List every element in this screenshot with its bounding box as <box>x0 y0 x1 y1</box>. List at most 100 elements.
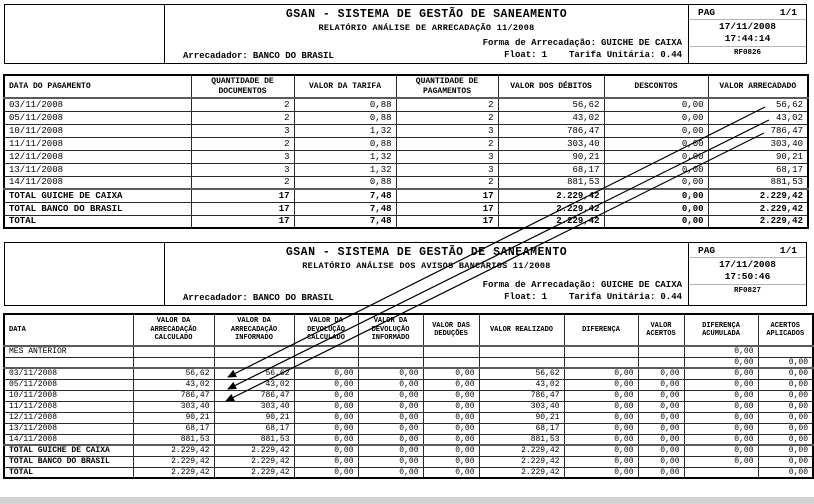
table-cell: 0,00 <box>357 389 424 402</box>
report1-page-box: PAG 1/1 17/11/2008 17:44:14 RF0826 <box>688 5 806 63</box>
table-cell: 1,32 <box>293 149 397 164</box>
table-cell: 17 <box>395 214 499 229</box>
table-cell: 0,00 <box>757 466 814 479</box>
table-row: 03/11/2008 2 0,88 2 56,62 0,00 56,62 <box>3 97 809 112</box>
table-cell: 881,53 <box>478 433 565 446</box>
table-cell: 2.229,42 <box>497 201 605 216</box>
table-cell: 0,00 <box>563 466 639 479</box>
table-cell: 05/11/2008 <box>3 378 134 391</box>
table-cell: 17 <box>190 214 295 229</box>
table-cell: 17 <box>190 188 295 203</box>
table-cell: 0,00 <box>357 400 424 413</box>
table-cell: 0,00 <box>422 411 480 424</box>
report2-pag-row: PAG 1/1 <box>689 243 806 258</box>
table-cell <box>683 466 759 479</box>
table-cell: 2.229,42 <box>213 455 295 468</box>
table-cell: 3 <box>190 162 295 177</box>
table-cell: TOTAL <box>3 466 134 479</box>
table-cell: 0,00 <box>603 149 709 164</box>
table-cell: 90,21 <box>213 411 295 424</box>
table-cell: 0,00 <box>293 433 359 446</box>
table-cell: 56,62 <box>497 97 605 112</box>
table-cell: 1,32 <box>293 123 397 138</box>
table-cell: 0,00 <box>603 162 709 177</box>
table-cell: 0,00 <box>422 422 480 435</box>
float-label: Float: <box>504 49 537 60</box>
table-cell: 2.229,42 <box>478 455 565 468</box>
table-cell: 0,00 <box>637 455 685 468</box>
table-cell: 10/11/2008 <box>3 389 134 402</box>
table-cell: 2 <box>190 97 295 112</box>
column-header: DATA DO PAGAMENTO <box>3 74 192 100</box>
table-cell: 0,00 <box>757 389 814 402</box>
column-header: VALOR ACERTOS <box>637 313 685 347</box>
table-cell: 2.229,42 <box>707 188 809 203</box>
report2-header-center: GSAN - SISTEMA DE GESTÃO DE SANEAMENTO R… <box>165 243 688 305</box>
report2-arrecadador: Arrecadador: BANCO DO BRASIL <box>171 293 334 303</box>
table-cell: 56,62 <box>213 367 295 380</box>
table-cell: 13/11/2008 <box>3 422 134 435</box>
table-cell: 13/11/2008 <box>3 162 192 177</box>
column-header: QUANTIDADE DE PAGAMENTOS <box>395 74 499 100</box>
table-cell: 0,88 <box>293 97 397 112</box>
table-cell: 0,00 <box>563 378 639 391</box>
report1-forma-arrecadacao: Forma de Arrecadação: GUICHE DE CAIXA <box>483 37 682 49</box>
report1-subtitle: RELATÓRIO ANÁLISE DE ARRECADAÇÃO 11/2008 <box>318 23 535 33</box>
table-cell <box>213 356 295 369</box>
column-header: DESCONTOS <box>603 74 709 100</box>
table-cell: 303,40 <box>707 136 809 151</box>
table-cell: 68,17 <box>213 422 295 435</box>
table-cell: 0,00 <box>757 400 814 413</box>
table-cell: 0,00 <box>637 411 685 424</box>
table-cell: 3 <box>395 162 499 177</box>
table-cell <box>478 356 565 369</box>
table-cell: 0,00 <box>757 422 814 435</box>
report2-logo-cell <box>5 243 165 305</box>
table-cell: 2.229,42 <box>497 188 605 203</box>
table-cell: 0,00 <box>757 433 814 446</box>
table-cell <box>757 345 814 358</box>
report2-float-tarifa: Float: 1 Tarifa Unitária: 0.44 <box>483 291 682 303</box>
table-row: 13/11/2008 3 1,32 3 68,17 0,00 68,17 <box>3 162 809 177</box>
table-cell: 0,00 <box>293 400 359 413</box>
table-cell: 0,00 <box>683 422 759 435</box>
tarifa-value: 0.44 <box>660 291 682 302</box>
table-cell: 2.229,42 <box>478 444 565 457</box>
table-row: 14/11/2008 2 0,88 2 881,53 0,00 881,53 <box>3 175 809 190</box>
table-cell: TOTAL GUICHE DE CAIXA <box>3 188 192 203</box>
table-cell: 0,00 <box>683 411 759 424</box>
column-header: VALOR REALIZADO <box>478 313 565 347</box>
column-header: ACERTOS APLICADOS <box>757 313 814 347</box>
table-cell: 0,00 <box>757 356 814 369</box>
table-cell: 786,47 <box>497 123 605 138</box>
report1-date: 17/11/2008 <box>718 21 776 32</box>
column-header: DIFERENÇA <box>563 313 639 347</box>
table-cell: 90,21 <box>497 149 605 164</box>
table-cell: 56,62 <box>132 367 215 380</box>
table-cell: 0,00 <box>357 433 424 446</box>
table-cell: TOTAL <box>3 214 192 229</box>
table-cell: 68,17 <box>497 162 605 177</box>
table-cell: 0,00 <box>603 136 709 151</box>
report1-header-box: GSAN - SISTEMA DE GESTÃO DE SANEAMENTO R… <box>4 4 807 64</box>
table-cell: 0,00 <box>603 97 709 112</box>
table-cell: 2 <box>395 136 499 151</box>
table-cell: 43,02 <box>132 378 215 391</box>
table-cell: 0,00 <box>563 433 639 446</box>
table-cell <box>637 356 685 369</box>
total-row: TOTAL 17 7,48 17 2.229,42 0,00 2.229,42 <box>3 214 809 229</box>
table-cell: 0,00 <box>357 367 424 380</box>
table-cell: 0,00 <box>563 367 639 380</box>
column-header: VALOR DA ARRECADAÇÃO INFORMADO <box>213 313 295 347</box>
table-cell: 0,00 <box>563 444 639 457</box>
pag-label: PAG <box>698 245 716 256</box>
table-cell: 12/11/2008 <box>3 411 134 424</box>
table-cell: 7,48 <box>293 214 397 229</box>
forma-value: GUICHE DE CAIXA <box>600 279 682 290</box>
header-row: DATA DO PAGAMENTO QUANTIDADE DE DOCUMENTO… <box>3 74 809 100</box>
header-row: DATA VALOR DA ARRECADAÇÃO CALCULADO VALOR … <box>3 313 814 347</box>
table-cell: 0,00 <box>757 411 814 424</box>
table-cell: 3 <box>190 123 295 138</box>
tarifa-label: Tarifa Unitária: <box>568 49 656 60</box>
report1-pag-row: PAG 1/1 <box>689 5 806 20</box>
